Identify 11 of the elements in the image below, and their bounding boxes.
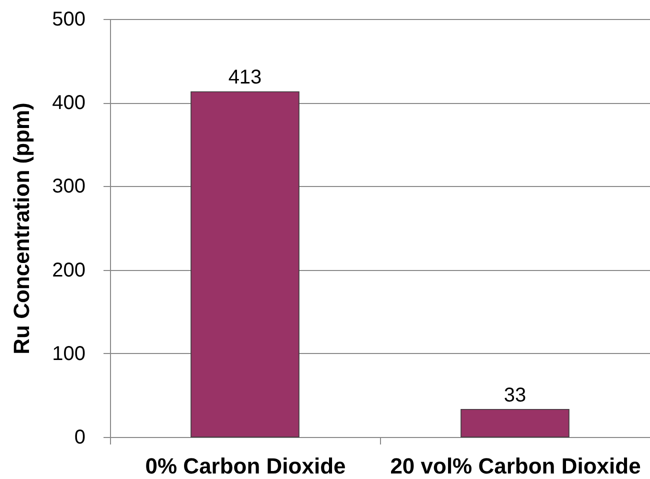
y-axis-title: Ru Concentration (ppm) — [9, 102, 34, 354]
data-label: 413 — [228, 66, 262, 89]
data-label: 33 — [504, 384, 526, 406]
y-tick-label: 100 — [52, 342, 86, 365]
x-tick-label: 0% Carbon Dioxide — [145, 454, 346, 478]
y-tick-label: 0 — [74, 426, 86, 448]
y-tick-label: 300 — [52, 176, 86, 198]
y-tick-label: 500 — [52, 8, 86, 30]
y-tick-label: 400 — [52, 92, 86, 114]
x-tick-label: 20 vol% Carbon Dioxide — [390, 454, 641, 478]
y-tick-label: 200 — [52, 259, 86, 282]
